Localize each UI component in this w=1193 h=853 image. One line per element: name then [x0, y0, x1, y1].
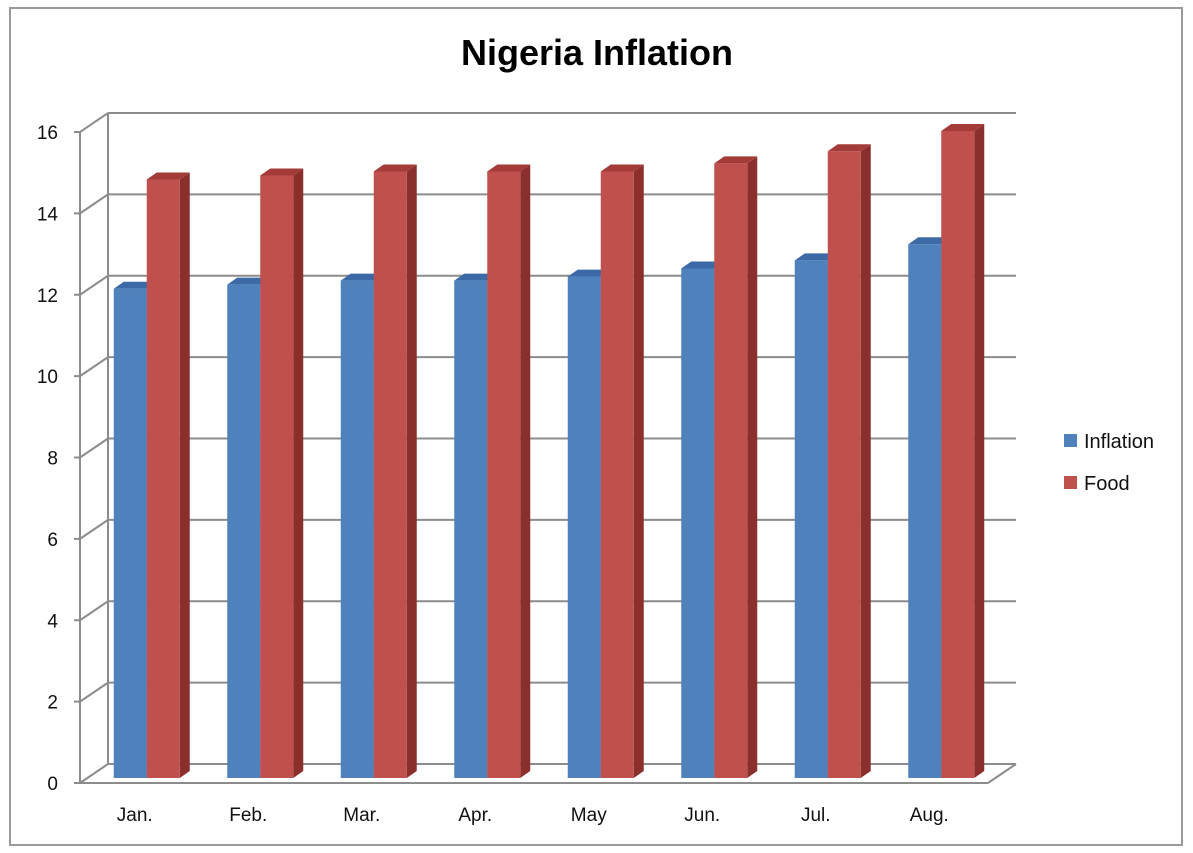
gridline-diagonal [79, 600, 109, 622]
x-tick-label: Jul. [801, 805, 831, 826]
gridline-diagonal [79, 193, 109, 215]
bar-front [340, 280, 374, 778]
y-tick-label: 4 [47, 611, 58, 632]
bar-side [293, 168, 304, 778]
x-tick-label: Mar. [343, 805, 380, 826]
bar-front [567, 276, 601, 778]
legend-swatch-inflation [1064, 434, 1077, 447]
bar-top [794, 253, 838, 261]
bar-side [406, 164, 417, 778]
y-tick-label: 12 [37, 286, 58, 307]
y-axis-ticks: 0 2 4 6 8 10 12 14 16 [37, 123, 59, 795]
bar-front [260, 175, 294, 778]
bar-top [567, 269, 611, 277]
bar-front [681, 268, 715, 778]
bar-front [113, 288, 147, 778]
y-tick-label: 6 [47, 530, 58, 551]
bar-side [179, 172, 190, 778]
bar-front [714, 163, 748, 779]
bar-top [714, 156, 758, 164]
legend-label-inflation: Inflation [1084, 431, 1154, 453]
gridline-diagonal [79, 437, 109, 459]
bar-top [340, 273, 384, 281]
x-tick-label: Jun. [684, 805, 720, 826]
bar-front [454, 280, 488, 778]
gridline-diagonal [79, 112, 109, 133]
bar-food-5 [714, 156, 758, 779]
bar-top [681, 261, 725, 269]
bar-top [487, 164, 531, 172]
legend: Inflation Food [1064, 431, 1154, 495]
bar-top [146, 172, 190, 180]
bar-top [227, 277, 271, 285]
gridline-diagonal [79, 763, 109, 784]
bar-front [146, 179, 180, 778]
bar-front [827, 151, 861, 778]
bars [113, 124, 985, 779]
gridline-diagonal [79, 274, 109, 296]
bar-front [373, 171, 407, 778]
bar-top [600, 164, 644, 172]
bar-front [941, 131, 975, 778]
bar-side [747, 156, 758, 779]
bar-food-3 [487, 164, 531, 778]
legend-swatch-food [1064, 476, 1077, 489]
bar-front [600, 171, 634, 778]
legend-label-food: Food [1084, 473, 1130, 495]
bar-top [373, 164, 417, 172]
bar-food-2 [373, 164, 417, 778]
bar-top [908, 237, 952, 245]
bar-food-4 [600, 164, 644, 778]
x-tick-label: Apr. [458, 805, 492, 826]
x-tick-label: Jan. [117, 805, 153, 826]
gridline-diagonal [79, 356, 109, 377]
y-tick-label: 2 [47, 693, 58, 714]
bar-side [520, 164, 531, 778]
bar-front [227, 284, 261, 778]
gridline-diagonal [79, 681, 109, 703]
y-tick-label: 10 [37, 367, 58, 388]
bar-front [908, 244, 942, 779]
x-tick-label: Aug. [910, 805, 949, 826]
floor-right-edge [987, 763, 1017, 784]
bar-side [974, 124, 985, 778]
bar-side [860, 144, 871, 778]
bar-top [113, 281, 157, 289]
bar-food-7 [941, 124, 985, 778]
bar-top [260, 168, 304, 176]
y-tick-label: 14 [37, 204, 59, 225]
bar-front [794, 260, 828, 778]
x-tick-label: Feb. [229, 805, 267, 826]
y-tick-label: 16 [37, 123, 58, 144]
gridline-diagonal [79, 519, 109, 540]
y-tick-label: 8 [47, 449, 58, 470]
x-axis-ticks: Jan. Feb. Mar. Apr. May Jun. Jul. Aug. [117, 805, 949, 826]
gridlines [74, 112, 1017, 784]
chart-title: Nigeria Inflation [461, 32, 733, 73]
bar-top [827, 144, 871, 152]
x-tick-label: May [571, 805, 607, 826]
bar-top [454, 273, 498, 281]
y-tick-label: 0 [47, 774, 58, 795]
bar-food-1 [260, 168, 304, 778]
bar-top [941, 124, 985, 131]
bar-food-0 [146, 172, 190, 778]
bar-food-6 [827, 144, 871, 778]
bar-side [633, 164, 644, 778]
bar-front [487, 171, 521, 778]
